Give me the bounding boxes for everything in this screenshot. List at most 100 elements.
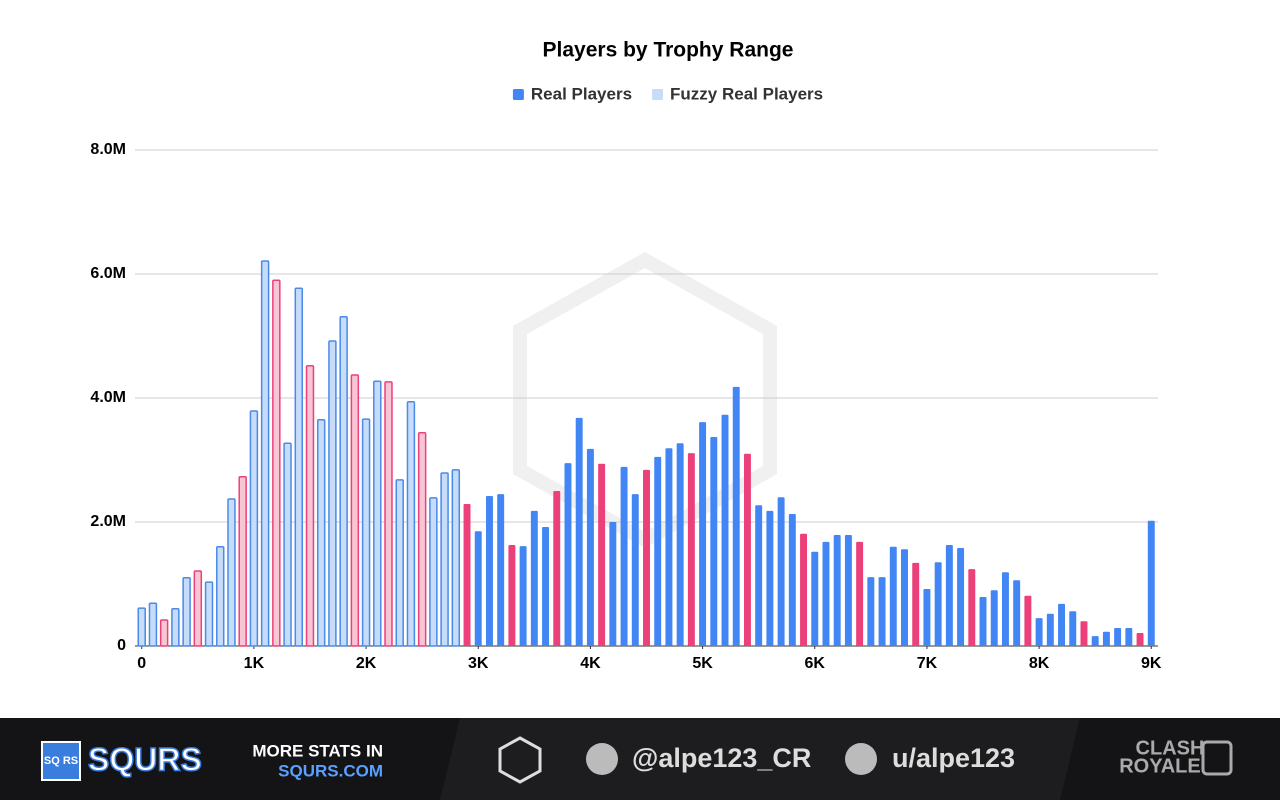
x-tick-label: 3K: [468, 655, 489, 672]
game-line2: ROYALE: [1119, 755, 1201, 777]
bar: [406, 400, 416, 647]
bar: [755, 505, 763, 646]
bar: [497, 494, 505, 646]
bar: [564, 463, 572, 646]
bar: [440, 472, 449, 647]
bar: [923, 588, 931, 646]
bar: [945, 544, 953, 646]
game-icon: [1201, 740, 1233, 776]
legend-label: Fuzzy Real Players: [670, 84, 823, 103]
bar: [856, 541, 864, 646]
x-tick-label: 1K: [244, 655, 265, 672]
game-line1: CLASH: [1136, 737, 1205, 759]
bar: [328, 340, 337, 647]
twitter-icon: [586, 743, 618, 775]
bar: [395, 479, 404, 647]
bar: [586, 448, 594, 646]
reddit-icon: [845, 743, 877, 775]
bar: [272, 279, 281, 647]
y-tick-label: 8.0M: [90, 141, 126, 158]
bar: [1091, 636, 1099, 646]
bar: [193, 570, 203, 647]
bar: [1046, 613, 1054, 646]
promo-line2: SQURS.COM: [278, 761, 383, 780]
bar: [260, 260, 270, 647]
x-tick-label: 4K: [580, 655, 601, 672]
bar: [743, 453, 751, 646]
bar: [519, 546, 527, 646]
bar: [542, 526, 550, 646]
bar: [788, 513, 796, 646]
bar: [687, 453, 695, 646]
bar: [1102, 631, 1110, 646]
bar: [159, 619, 169, 647]
bar: [1080, 621, 1088, 646]
x-tick-label: 8K: [1029, 655, 1050, 672]
bar: [710, 437, 718, 646]
bar: [238, 475, 247, 647]
bar: [766, 510, 774, 646]
bar: [1058, 603, 1066, 646]
bar: [732, 386, 740, 646]
bar: [508, 544, 516, 646]
reddit-handle: u/alpe123: [892, 743, 1015, 773]
bar: [867, 577, 875, 646]
bar: [575, 417, 583, 646]
x-tick-label: 0: [137, 655, 146, 672]
bar: [1147, 520, 1155, 646]
bar: [912, 562, 920, 646]
bar: [990, 590, 998, 646]
bar: [553, 491, 561, 646]
bar: [373, 380, 382, 647]
bar: [833, 535, 841, 646]
footer: SQ RS SQURS MORE STATS IN SQURS.COM @alp…: [0, 718, 1280, 800]
x-tick-label: 6K: [805, 655, 826, 672]
y-tick-label: 4.0M: [90, 389, 126, 406]
x-tick-label: 7K: [917, 655, 938, 672]
legend-swatch: [512, 89, 524, 100]
bar: [305, 365, 315, 647]
x-tick-label: 2K: [356, 655, 377, 672]
bar: [598, 463, 606, 646]
bar: [384, 381, 393, 647]
bar: [474, 531, 482, 646]
bar: [530, 510, 538, 646]
y-tick-label: 2.0M: [90, 513, 126, 530]
bar: [339, 316, 348, 647]
bar: [485, 495, 493, 646]
bar: [889, 546, 897, 646]
promo-line1: MORE STATS IN: [252, 741, 383, 760]
logo-small: SQ RS: [44, 755, 78, 767]
bar: [361, 418, 371, 647]
plot: 0 2.0M 4.0M 6.0M 8.0M 0 1K 2K 3K 4K 5K 6K 7K 8K 9K: [90, 141, 1162, 672]
bar: [463, 504, 471, 646]
bar: [451, 469, 461, 647]
legend-swatch: [652, 89, 664, 100]
bar: [968, 569, 976, 646]
bar: [1024, 595, 1032, 646]
bar: [1136, 632, 1144, 646]
bar: [620, 466, 628, 646]
bar: [350, 374, 360, 647]
bar: [878, 577, 886, 646]
twitter-handle: @alpe123_CR: [632, 743, 811, 773]
logo-icon: [498, 736, 542, 784]
y-tick-label: 0: [117, 637, 126, 654]
bar: [609, 522, 617, 646]
bar: [171, 608, 180, 647]
bar: [811, 551, 819, 646]
y-tick-label: 6.0M: [90, 265, 126, 282]
bar: [934, 562, 942, 646]
bar: [1114, 628, 1122, 646]
bar: [777, 497, 785, 646]
bar: [429, 497, 438, 647]
bar: [1035, 618, 1043, 646]
bar: [643, 469, 650, 646]
bar: [137, 607, 146, 647]
bar: [721, 414, 729, 646]
bar: [204, 581, 214, 647]
bar: [844, 535, 852, 646]
legend-label: Real Players: [531, 84, 632, 103]
bar: [182, 577, 191, 647]
